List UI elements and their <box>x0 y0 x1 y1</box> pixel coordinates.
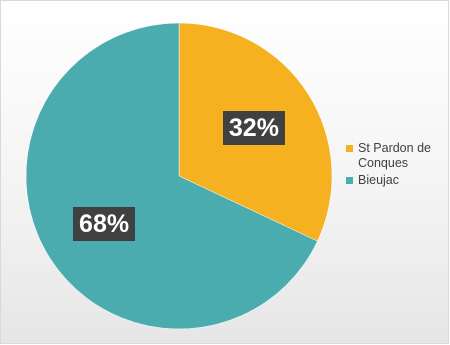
legend-item-0: St Pardon de Conques <box>346 141 448 171</box>
legend-label-0: St Pardon de Conques <box>358 141 431 170</box>
data-label-1: 68% <box>73 206 136 241</box>
legend-swatch-0 <box>346 145 353 152</box>
legend-swatch-1 <box>346 177 353 184</box>
legend-label-1: Bieujac <box>358 173 399 187</box>
pie-slice-1 <box>25 22 318 330</box>
data-label-0: 32% <box>222 111 285 146</box>
legend-item-1: Bieujac <box>346 173 448 188</box>
legend: St Pardon de Conques Bieujac <box>346 141 448 190</box>
